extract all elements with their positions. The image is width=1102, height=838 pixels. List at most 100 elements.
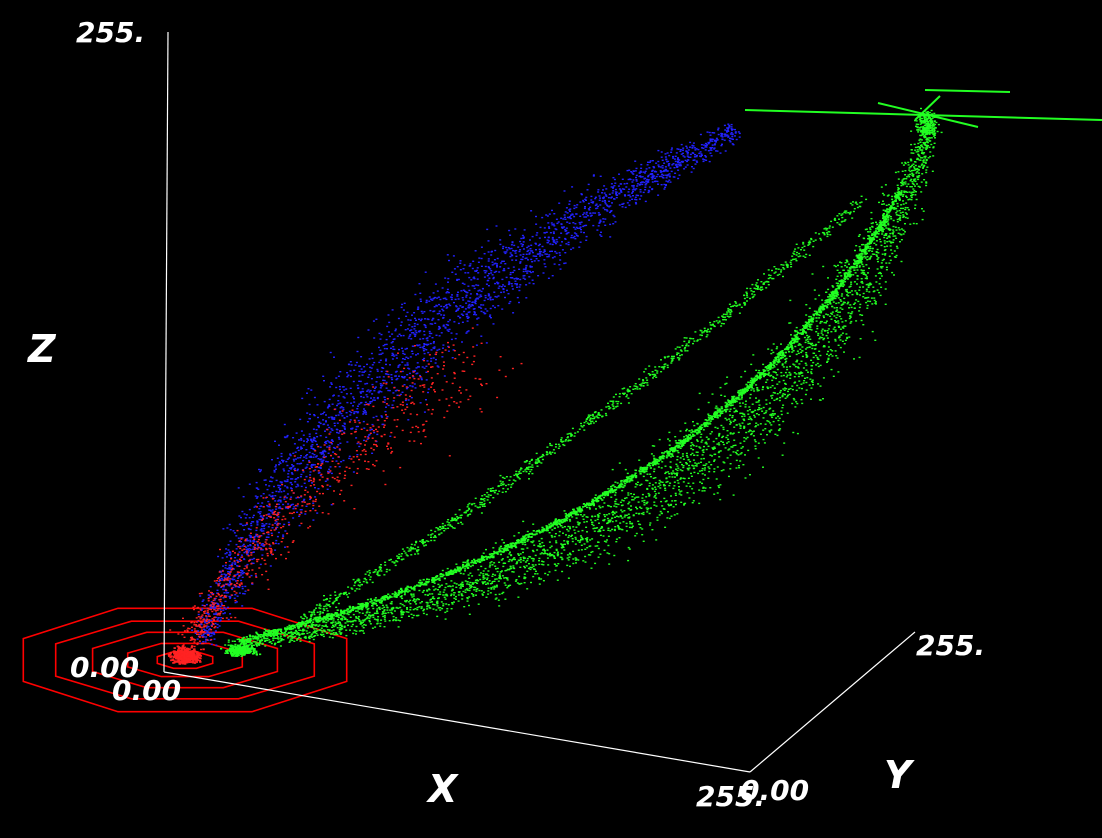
data-point: [439, 298, 442, 301]
data-point: [366, 611, 369, 613]
data-point: [200, 621, 203, 624]
data-point: [884, 288, 887, 290]
data-point: [183, 630, 186, 632]
data-point: [221, 617, 224, 620]
data-point: [363, 408, 365, 410]
data-point: [656, 519, 659, 521]
data-point: [249, 544, 252, 546]
data-point: [773, 366, 776, 368]
data-point: [414, 335, 417, 337]
data-point: [271, 491, 274, 494]
data-point: [603, 514, 606, 516]
data-point: [602, 221, 605, 223]
data-point: [476, 297, 479, 299]
data-point: [359, 391, 362, 393]
data-point: [708, 467, 711, 470]
data-point: [718, 432, 721, 435]
data-point: [628, 169, 631, 171]
data-point: [550, 222, 553, 224]
data-point: [387, 443, 390, 445]
data-point: [286, 480, 289, 483]
data-point: [639, 183, 642, 186]
data-point: [573, 232, 576, 234]
data-point: [443, 375, 446, 377]
data-point: [473, 301, 476, 303]
data-point: [365, 403, 368, 406]
data-point: [406, 403, 408, 406]
data-point: [494, 574, 497, 576]
data-point: [496, 257, 499, 260]
data-point: [337, 616, 340, 619]
data-point: [241, 556, 244, 558]
data-point: [818, 317, 821, 319]
data-point: [276, 535, 279, 538]
data-point: [880, 186, 883, 188]
data-point: [520, 237, 523, 240]
data-point: [930, 143, 933, 146]
data-point: [417, 308, 420, 310]
data-point: [327, 405, 330, 408]
data-point: [501, 592, 504, 595]
data-point: [674, 494, 677, 496]
data-point: [638, 172, 641, 174]
data-point: [281, 518, 284, 521]
data-point: [308, 479, 311, 481]
data-point: [864, 277, 867, 280]
data-point: [483, 253, 486, 255]
data-point: [748, 406, 751, 408]
data-point: [371, 428, 373, 431]
data-point: [487, 574, 490, 577]
data-point: [199, 617, 202, 619]
data-point: [474, 300, 477, 302]
data-point: [308, 433, 311, 435]
data-point: [213, 597, 216, 600]
data-point: [287, 507, 289, 510]
data-point: [404, 408, 407, 411]
data-point: [771, 379, 774, 382]
data-point: [777, 361, 780, 364]
data-point: [391, 450, 394, 453]
data-point: [212, 599, 215, 602]
data-point: [321, 463, 324, 465]
data-point: [305, 475, 308, 478]
data-point: [361, 608, 364, 611]
data-point: [301, 505, 304, 507]
data-point: [220, 585, 223, 588]
data-point: [228, 566, 231, 569]
data-point: [391, 354, 394, 357]
data-point: [198, 635, 201, 638]
data-point: [660, 184, 663, 186]
data-point: [330, 428, 333, 430]
data-point: [525, 264, 528, 267]
data-point: [271, 524, 274, 526]
data-point: [349, 414, 352, 416]
data-point: [265, 496, 268, 498]
data-point: [532, 560, 535, 562]
data-point: [212, 623, 215, 626]
data-point: [419, 330, 422, 332]
data-point: [614, 481, 617, 483]
data-point: [513, 244, 516, 247]
data-point: [345, 388, 348, 390]
data-point: [495, 568, 497, 570]
data-point: [635, 194, 638, 196]
data-point: [726, 134, 729, 136]
data-point: [389, 435, 392, 437]
data-point: [613, 512, 616, 515]
data-point: [340, 406, 343, 408]
data-point: [901, 195, 904, 197]
data-point: [248, 517, 251, 519]
data-point: [218, 614, 221, 616]
data-point: [302, 459, 305, 462]
data-point: [324, 441, 326, 444]
data-point: [393, 355, 396, 357]
data-point: [343, 432, 346, 435]
data-point: [276, 518, 279, 521]
data-point: [365, 440, 368, 442]
data-point: [798, 372, 801, 374]
data-point: [383, 433, 386, 436]
data-point: [651, 170, 653, 172]
data-point: [486, 578, 488, 581]
data-point: [278, 463, 280, 466]
data-point: [300, 430, 303, 432]
